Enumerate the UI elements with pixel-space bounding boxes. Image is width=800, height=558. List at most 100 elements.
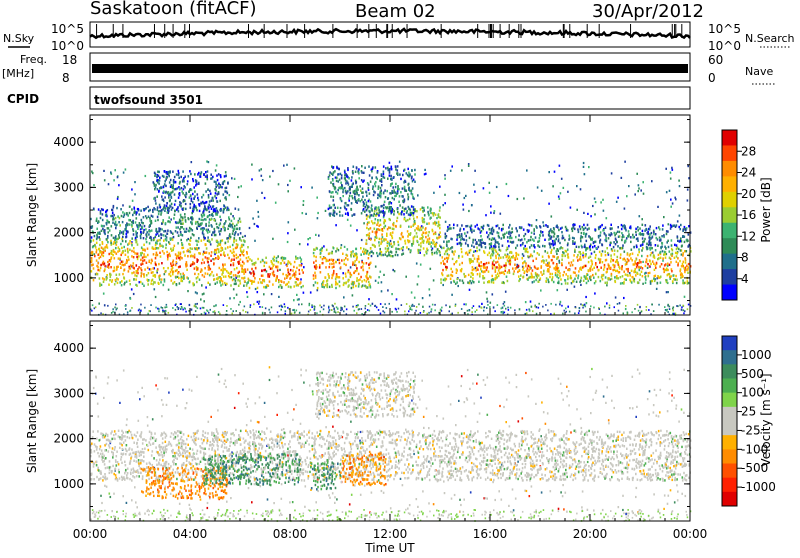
heatmap-cell xyxy=(265,257,267,259)
heatmap-cell xyxy=(442,269,444,271)
heatmap-cell xyxy=(572,237,574,239)
heatmap-cell xyxy=(626,268,628,270)
heatmap-cell xyxy=(383,204,385,206)
heatmap-cell xyxy=(448,254,450,256)
heatmap-cell xyxy=(547,226,549,228)
heatmap-cell xyxy=(363,248,365,250)
heatmap-cell xyxy=(156,252,158,254)
heatmap-cell xyxy=(364,167,366,169)
heatmap-cell xyxy=(574,286,576,288)
heatmap-cell xyxy=(413,305,415,307)
heatmap-cell xyxy=(577,228,579,230)
heatmap-cell xyxy=(530,239,532,241)
heatmap-cell xyxy=(627,253,629,255)
heatmap-cell xyxy=(119,230,121,232)
heatmap-cell xyxy=(366,262,368,264)
heatmap-cell xyxy=(230,284,232,286)
heatmap-cell xyxy=(551,279,553,281)
heatmap-cell xyxy=(333,270,335,272)
heatmap-cell xyxy=(473,254,475,256)
heatmap-cell xyxy=(315,260,317,262)
heatmap-cell xyxy=(256,200,258,202)
heatmap-cell xyxy=(104,304,106,306)
heatmap-cell xyxy=(445,221,447,223)
heatmap-cell xyxy=(651,180,653,182)
heatmap-cell xyxy=(352,261,354,263)
heatmap-cell xyxy=(425,236,427,238)
heatmap-cell xyxy=(165,247,167,249)
heatmap-cell xyxy=(163,267,165,269)
heatmap-cell xyxy=(192,208,194,210)
heatmap-cell xyxy=(108,284,110,286)
heatmap-cell xyxy=(327,284,329,286)
heatmap-cell xyxy=(93,208,95,210)
heatmap-cell xyxy=(439,251,441,253)
heatmap-cell xyxy=(345,281,347,283)
heatmap-cell xyxy=(340,207,342,209)
heatmap-cell xyxy=(243,254,245,256)
heatmap-cell xyxy=(361,280,363,282)
heatmap-cell xyxy=(126,259,128,261)
heatmap-cell xyxy=(634,280,636,282)
heatmap-cell xyxy=(627,268,629,270)
heatmap-cell xyxy=(159,252,161,254)
heatmap-cell xyxy=(297,257,299,259)
heatmap-cell xyxy=(535,273,537,275)
heatmap-cell xyxy=(487,300,489,302)
heatmap-cell xyxy=(133,230,135,232)
heatmap-cell xyxy=(187,277,189,279)
freq-left-tick-bottom: 8 xyxy=(62,71,70,85)
heatmap-cell xyxy=(388,247,390,249)
heatmap-cell xyxy=(170,186,172,188)
heatmap-cell xyxy=(572,264,574,266)
heatmap-cell xyxy=(222,239,224,241)
heatmap-cell xyxy=(167,258,169,260)
heatmap-cell xyxy=(172,184,174,186)
heatmap-cell xyxy=(381,184,383,186)
heatmap-cell xyxy=(517,198,519,200)
heatmap-cell xyxy=(459,235,461,237)
heatmap-cell xyxy=(487,224,489,226)
heatmap-cell xyxy=(537,280,539,282)
heatmap-cell xyxy=(685,229,687,231)
heatmap-cell xyxy=(484,270,486,272)
heatmap-cell xyxy=(143,216,145,218)
heatmap-cell xyxy=(499,272,501,274)
heatmap-cell xyxy=(523,197,525,199)
heatmap-cell xyxy=(207,273,209,275)
heatmap-cell xyxy=(241,245,243,247)
heatmap-cell xyxy=(114,283,116,285)
heatmap-cell xyxy=(183,275,185,277)
heatmap-cell xyxy=(110,171,112,173)
heatmap-cell xyxy=(642,247,644,249)
heatmap-cell xyxy=(420,208,422,210)
heatmap-cell xyxy=(404,311,406,313)
heatmap-cell xyxy=(428,231,430,233)
heatmap-cell xyxy=(213,219,215,221)
heatmap-cell xyxy=(234,268,236,270)
noise-right-tick-top: 10^5 xyxy=(708,22,741,36)
heatmap-cell xyxy=(119,232,121,234)
heatmap-cell xyxy=(290,269,292,271)
heatmap-cell xyxy=(194,273,196,275)
heatmap-cell xyxy=(100,264,102,266)
heatmap-cell xyxy=(510,251,512,253)
heatmap-cell xyxy=(653,254,655,256)
heatmap-cell xyxy=(269,176,271,178)
heatmap-cell xyxy=(468,165,470,167)
heatmap-cell xyxy=(425,251,427,253)
heatmap-cell xyxy=(296,284,298,286)
heatmap-cell xyxy=(644,238,646,240)
heatmap-cell xyxy=(148,210,150,212)
heatmap-cell xyxy=(381,251,383,253)
heatmap-cell xyxy=(410,249,412,251)
heatmap-cell xyxy=(396,220,398,222)
heatmap-cell xyxy=(409,173,411,175)
heatmap-cell xyxy=(152,267,154,269)
heatmap-cell xyxy=(206,247,208,249)
heatmap-cell xyxy=(611,172,613,174)
heatmap-cell xyxy=(340,198,342,200)
heatmap-cell xyxy=(413,212,415,214)
heatmap-cell xyxy=(642,283,644,285)
heatmap-cell xyxy=(128,270,130,272)
